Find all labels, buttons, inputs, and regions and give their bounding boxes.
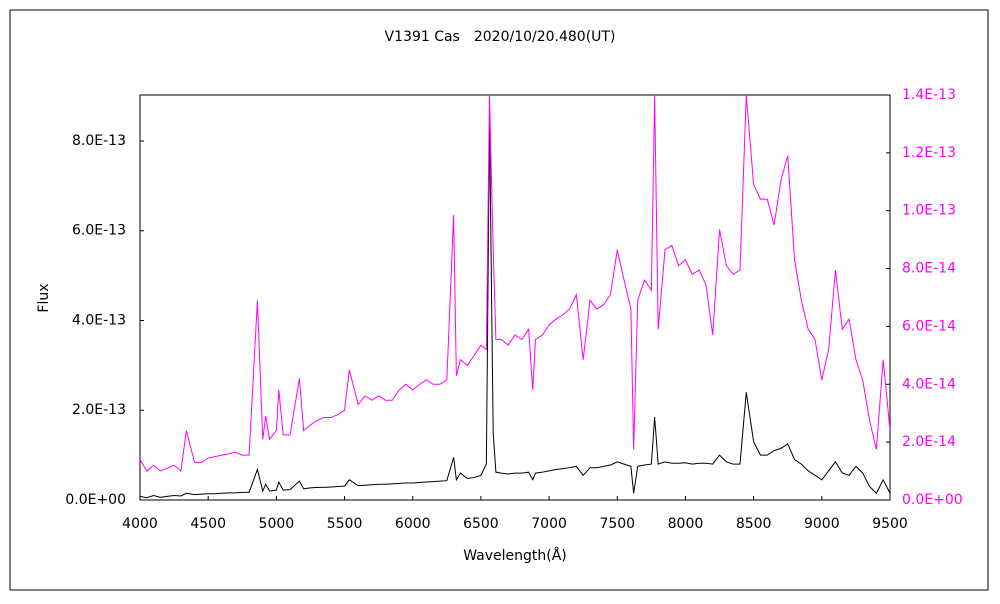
x-tick-label: 7500 xyxy=(599,516,635,532)
x-tick-label: 8000 xyxy=(668,516,704,532)
series-line xyxy=(140,120,890,499)
x-tick-label: 4000 xyxy=(122,516,158,532)
x-tick-label: 9000 xyxy=(804,516,840,532)
y2-tick-label: 8.0E-14 xyxy=(902,261,956,277)
plot-area xyxy=(139,94,891,501)
x-axis-label: Wavelength(Å) xyxy=(463,547,567,564)
x-tick-label: 7000 xyxy=(531,516,567,532)
y2-tick-label: 6.0E-14 xyxy=(902,318,956,334)
y-tick-label: 2.0E-13 xyxy=(72,402,126,418)
x-tick-label: 5000 xyxy=(259,516,295,532)
y2-tick-label: 0.0E+00 xyxy=(902,492,963,508)
y2-tick-label: 1.2E-13 xyxy=(902,145,956,161)
y-tick-label: 0.0E+00 xyxy=(65,492,126,508)
x-tick-label: 6500 xyxy=(463,516,499,532)
y2-tick-label: 4.0E-14 xyxy=(902,376,956,392)
frame xyxy=(9,9,989,591)
x-tick-label: 6000 xyxy=(395,516,431,532)
x-tick-label: 8500 xyxy=(736,516,772,532)
y2-tick-label: 2.0E-14 xyxy=(902,434,956,450)
chart-title: V1391 Cas 2020/10/20.480(UT) xyxy=(385,29,616,45)
y-tick-label: 8.0E-13 xyxy=(72,133,126,149)
y-tick-label: 4.0E-13 xyxy=(72,312,126,328)
x-tick-label: 4500 xyxy=(190,516,226,532)
series-line xyxy=(140,95,890,473)
y-axis-label: Flux xyxy=(36,283,52,312)
y2-tick-label: 1.0E-13 xyxy=(902,203,956,219)
y-tick-label: 6.0E-13 xyxy=(72,223,126,239)
x-tick-label: 9500 xyxy=(872,516,908,532)
x-tick-label: 5500 xyxy=(327,516,363,532)
y2-tick-label: 1.4E-13 xyxy=(902,87,956,103)
